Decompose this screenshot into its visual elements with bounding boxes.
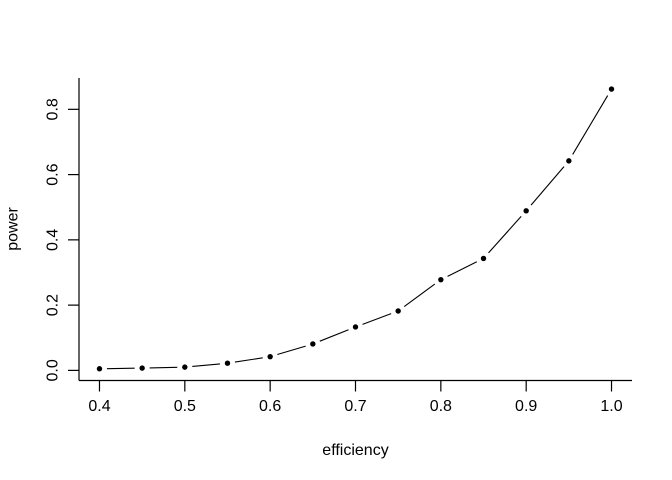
series-segment — [319, 329, 349, 342]
data-point — [523, 208, 529, 214]
tick-layer: 0.4 0.5 0.6 0.7 0.8 0.9 1.0 0.0 0.2 0.4 0.6 0.8 — [45, 98, 623, 415]
data-point — [395, 308, 401, 314]
x-tick-label: 0.4 — [88, 398, 110, 415]
series-segment — [192, 363, 221, 367]
data-point — [267, 353, 273, 360]
series-segment — [572, 95, 609, 155]
x-tick-label: 0.6 — [259, 398, 281, 415]
series-segment — [277, 345, 306, 356]
data-point — [96, 366, 103, 372]
series-segment — [447, 261, 478, 277]
series-segment — [488, 216, 522, 254]
x-axis-title: efficiency — [322, 442, 388, 459]
x-tick-label: 0.8 — [430, 398, 452, 415]
y-tick-label: 0.6 — [45, 163, 62, 185]
data-point — [352, 324, 359, 330]
data-point — [224, 360, 231, 366]
data-point — [139, 365, 145, 371]
x-tick-label: 0.9 — [515, 398, 537, 415]
series-segment — [403, 283, 436, 307]
y-tick-label: 0.0 — [45, 359, 62, 381]
series-segment — [149, 366, 178, 369]
series-segment — [234, 357, 263, 363]
data-point — [480, 255, 487, 262]
y-tick-label: 0.4 — [45, 229, 62, 251]
y-tick-label: 0.8 — [45, 98, 62, 120]
data-point — [438, 276, 444, 283]
x-tick-label: 0.5 — [174, 398, 196, 415]
x-tick-label: 1.0 — [600, 398, 622, 415]
data-point — [566, 158, 572, 164]
data-point — [182, 364, 188, 370]
y-axis-title: power — [5, 207, 22, 251]
y-tick-label: 0.2 — [45, 294, 62, 316]
data-point — [608, 86, 615, 92]
series-segment — [530, 166, 565, 206]
x-tick-label: 0.7 — [344, 398, 366, 415]
series-segment — [362, 313, 392, 325]
data-point — [310, 341, 316, 347]
axes-layer — [78, 78, 632, 382]
data-series — [96, 86, 615, 372]
